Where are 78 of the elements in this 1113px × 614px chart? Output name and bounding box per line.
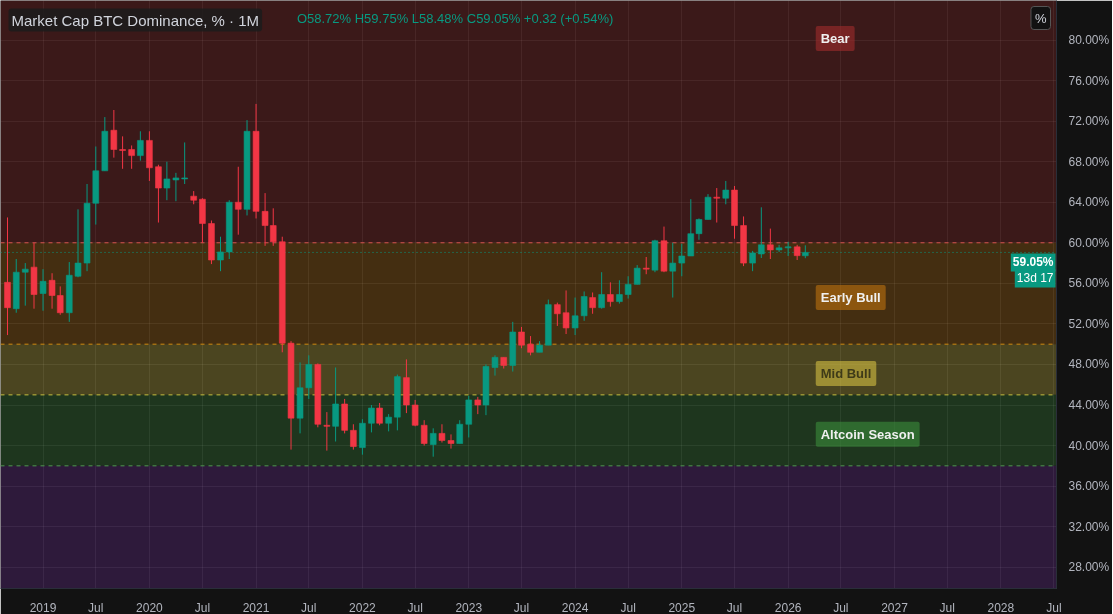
x-tick-label: 2022 bbox=[349, 600, 377, 614]
x-tick-label: Jul bbox=[833, 600, 849, 614]
x-tick-label: Jul bbox=[726, 600, 743, 614]
candlestick bbox=[429, 427, 437, 458]
x-tick-label: Jul bbox=[939, 600, 955, 614]
candlestick bbox=[119, 135, 126, 170]
candlestick bbox=[411, 399, 419, 427]
y-tick-label: 68.00% bbox=[1068, 154, 1110, 169]
x-tick-label: 2019 bbox=[29, 600, 57, 614]
candlestick bbox=[350, 423, 357, 451]
candlestick bbox=[137, 130, 144, 162]
candlestick bbox=[678, 243, 686, 277]
candlestick bbox=[554, 302, 561, 327]
candlestick bbox=[518, 326, 525, 349]
candlestick bbox=[607, 281, 614, 308]
y-tick-label: 52.00% bbox=[1068, 316, 1110, 331]
candlestick bbox=[580, 290, 588, 322]
band-label: Mid Bull bbox=[820, 366, 872, 382]
candlestick bbox=[155, 164, 162, 224]
candlestick bbox=[420, 419, 428, 447]
candlestick bbox=[616, 279, 623, 305]
x-tick-label: 2026 bbox=[774, 600, 802, 614]
x-tick-label: Jul bbox=[407, 600, 423, 614]
x-tick-label: 2025 bbox=[668, 600, 696, 614]
candlestick bbox=[722, 180, 730, 205]
y-tick-label: 44.00% bbox=[1068, 398, 1110, 412]
ref-line-label: 59.05% bbox=[1012, 255, 1054, 270]
candlestick bbox=[22, 262, 29, 307]
y-tick-label: 28.00% bbox=[1068, 560, 1110, 575]
y-tick-label: 48.00% bbox=[1068, 357, 1110, 372]
x-tick-label: Jul bbox=[1046, 600, 1062, 614]
candlestick bbox=[624, 275, 632, 300]
band-label: Early Bull bbox=[820, 289, 881, 305]
y-tick-label: 36.00% bbox=[1068, 479, 1110, 494]
candlestick bbox=[110, 109, 118, 159]
x-tick-label: Jul bbox=[194, 600, 211, 614]
candlestick bbox=[767, 228, 774, 260]
candlestick bbox=[633, 264, 641, 285]
x-tick-label: 2027 bbox=[881, 600, 909, 614]
candlestick bbox=[305, 354, 313, 400]
text: O58.72% H59.75% L58.48% C59.05% +0.32 (+0.54%) bbox=[296, 10, 614, 26]
y-tick-label: 56.00% bbox=[1068, 276, 1110, 291]
x-tick-label: Jul bbox=[620, 600, 636, 614]
x-tick-label: Jul bbox=[301, 600, 317, 614]
y-tick-label: 76.00% bbox=[1068, 73, 1110, 88]
x-tick-label: Jul bbox=[513, 600, 530, 614]
x-tick-label: 2021 bbox=[242, 600, 270, 614]
band-label: Bear bbox=[820, 31, 850, 46]
y-tick-label: 72.00% bbox=[1068, 114, 1110, 129]
x-tick-label: 2023 bbox=[455, 600, 483, 614]
candlestick bbox=[128, 144, 135, 170]
candlestick bbox=[589, 291, 596, 315]
y-tick-label: 64.00% bbox=[1068, 195, 1110, 210]
candlestick bbox=[527, 335, 534, 356]
candlestick bbox=[713, 187, 720, 224]
candlestick bbox=[163, 161, 171, 201]
y-axis-title: % bbox=[1034, 10, 1047, 26]
candlestick bbox=[39, 268, 47, 312]
y-tick-label: 32.00% bbox=[1068, 519, 1110, 534]
x-tick-label: 2024 bbox=[561, 600, 589, 614]
candlestick bbox=[332, 366, 339, 442]
y-tick-label: 60.00% bbox=[1068, 235, 1110, 250]
y-tick-label: 40.00% bbox=[1068, 438, 1110, 453]
candlestick bbox=[376, 402, 383, 426]
y-tick-label: 80.00% bbox=[1068, 33, 1110, 48]
candlestick bbox=[562, 289, 570, 335]
candlestick bbox=[571, 297, 579, 336]
candlestick bbox=[323, 411, 331, 452]
x-tick-label: 2020 bbox=[136, 600, 164, 614]
candlestick bbox=[235, 166, 242, 236]
annotation: 13d 17 bbox=[1016, 271, 1054, 286]
band-label: Altcoin Season bbox=[820, 426, 915, 442]
text: Market Cap BTC Dominance, % · 1M bbox=[11, 11, 260, 29]
candlestick bbox=[456, 419, 463, 445]
x-tick-label: 2028 bbox=[987, 600, 1015, 614]
x-tick-label: Jul bbox=[88, 600, 104, 614]
candlestick bbox=[598, 271, 605, 310]
candlestick bbox=[368, 404, 375, 433]
